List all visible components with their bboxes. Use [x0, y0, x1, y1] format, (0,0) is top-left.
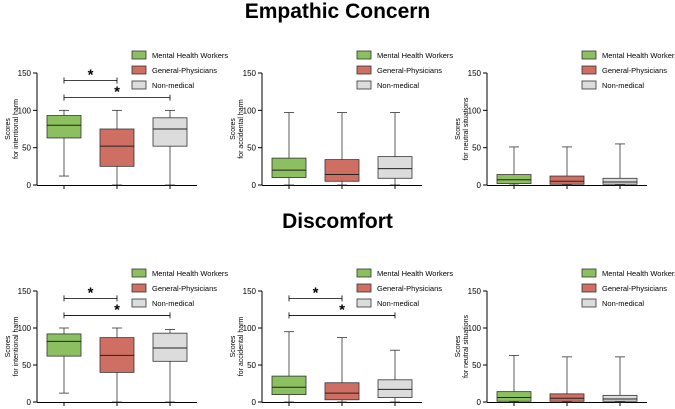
significance-star: *: [114, 84, 120, 101]
legend-label: Non-medical: [602, 81, 644, 90]
legend-label: General-Physicians: [152, 284, 217, 293]
y-tick-label: 0: [27, 398, 32, 407]
legend-swatch-general-physicians: [356, 65, 372, 75]
legend-label: Non-medical: [152, 81, 194, 90]
y-tick-label: 150: [468, 287, 482, 296]
legend-swatch-non-medical: [356, 80, 372, 90]
box-mental-health: [46, 333, 82, 357]
y-tick-label: 100: [468, 106, 482, 115]
legend-swatch-mental-health: [581, 268, 597, 278]
y-tick-label: 100: [243, 106, 257, 115]
legend-swatch-non-medical: [581, 298, 597, 308]
y-axis-label: Scores: [455, 335, 462, 357]
legend-label: General-Physicians: [602, 284, 667, 293]
legend-label: General-Physicians: [377, 284, 442, 293]
box-non-medical: [152, 332, 188, 362]
box-non-medical: [152, 117, 188, 147]
y-axis-label: for intentional harm: [13, 316, 20, 376]
box-non-medical: [377, 379, 413, 398]
legend-swatch-general-physicians: [581, 283, 597, 293]
box-general-physicians: [549, 393, 585, 402]
legend-label: Mental Health Workers: [602, 269, 675, 278]
y-tick-label: 150: [468, 69, 482, 78]
y-tick-label: 150: [18, 287, 32, 296]
y-tick-label: 0: [27, 181, 32, 190]
y-tick-label: 150: [243, 287, 257, 296]
legend-swatch-mental-health: [356, 50, 372, 60]
legend-swatch-mental-health: [581, 50, 597, 60]
y-tick-label: 50: [22, 144, 31, 153]
y-tick-label: 0: [252, 398, 257, 407]
y-axis-label: Scores: [455, 118, 462, 140]
y-tick-label: 50: [247, 144, 256, 153]
y-axis-label: for accidental harm: [238, 99, 245, 159]
box-non-medical: [377, 156, 413, 179]
y-tick-label: 50: [472, 144, 481, 153]
y-axis-label: for intentional harm: [13, 99, 20, 159]
legend-label: General-Physicians: [377, 66, 442, 75]
y-axis-label: for neutral situations: [463, 97, 470, 161]
y-tick-label: 50: [247, 361, 256, 370]
y-tick-label: 0: [477, 181, 482, 190]
significance-star: *: [114, 301, 120, 318]
legend-label: Mental Health Workers: [377, 51, 453, 60]
box-general-physicians: [324, 159, 360, 182]
y-axis-label: Scores: [230, 118, 237, 140]
significance-star: *: [339, 301, 345, 318]
y-tick-label: 150: [243, 69, 257, 78]
box-mental-health: [496, 391, 532, 402]
legend-swatch-general-physicians: [131, 65, 147, 75]
legend-swatch-non-medical: [131, 80, 147, 90]
legend-swatch-mental-health: [131, 50, 147, 60]
legend-swatch-non-medical: [356, 298, 372, 308]
legend-swatch-mental-health: [131, 268, 147, 278]
y-tick-label: 100: [243, 324, 257, 333]
legend-label: Mental Health Workers: [602, 51, 675, 60]
legend-label: General-Physicians: [602, 66, 667, 75]
legend-label: Non-medical: [602, 299, 644, 308]
legend-swatch-non-medical: [131, 298, 147, 308]
y-tick-label: 0: [477, 398, 482, 407]
legend-label: Non-medical: [377, 81, 419, 90]
significance-star: *: [313, 284, 319, 301]
y-axis-label: for neutral situations: [463, 314, 470, 378]
legend-swatch-non-medical: [581, 80, 597, 90]
y-axis-label: Scores: [5, 335, 12, 357]
legend-label: Non-medical: [152, 299, 194, 308]
y-tick-label: 50: [472, 361, 481, 370]
y-tick-label: 150: [18, 69, 32, 78]
y-axis-label: Scores: [5, 118, 12, 140]
box-general-physicians: [324, 382, 360, 401]
box-mental-health: [271, 375, 307, 396]
section-title-empathic-concern: Empathic Concern: [244, 0, 431, 23]
y-tick-label: 100: [468, 324, 482, 333]
legend-label: Non-medical: [377, 299, 419, 308]
significance-star: *: [88, 66, 94, 83]
y-axis-label: Scores: [230, 335, 237, 357]
legend-swatch-mental-health: [356, 268, 372, 278]
y-tick-label: 100: [18, 324, 32, 333]
legend-swatch-general-physicians: [131, 283, 147, 293]
y-tick-label: 50: [22, 361, 31, 370]
box-mental-health: [496, 174, 532, 184]
legend-swatch-general-physicians: [581, 65, 597, 75]
box-mental-health: [46, 115, 82, 139]
y-axis-label: for accidental harm: [238, 317, 245, 377]
y-tick-label: 100: [18, 106, 32, 115]
legend-label: General-Physicians: [152, 66, 217, 75]
box-non-medical: [602, 394, 638, 402]
legend-label: Mental Health Workers: [152, 269, 228, 278]
legend-swatch-general-physicians: [356, 283, 372, 293]
box-non-medical: [602, 177, 638, 185]
box-general-physicians: [99, 128, 135, 167]
significance-star: *: [88, 284, 94, 301]
section-title-discomfort: Discomfort: [282, 210, 393, 233]
box-mental-health: [271, 157, 307, 178]
box-general-physicians: [549, 175, 585, 185]
legend-label: Mental Health Workers: [152, 51, 228, 60]
y-tick-label: 0: [252, 181, 257, 190]
legend-label: Mental Health Workers: [377, 269, 453, 278]
